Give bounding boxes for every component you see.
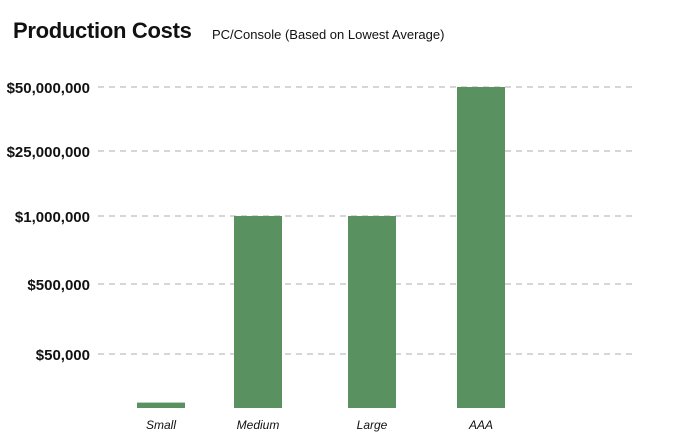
- bar-medium: [234, 216, 282, 408]
- bar-small: [137, 402, 185, 408]
- chart-subtitle: PC/Console (Based on Lowest Average): [212, 27, 445, 42]
- bar-aaa: [457, 87, 505, 408]
- y-tick-label: $25,000,000: [7, 144, 90, 161]
- chart-title: Production Costs: [13, 18, 192, 43]
- x-tick-label: Large: [357, 418, 388, 432]
- y-tick-label: $500,000: [27, 277, 90, 294]
- x-tick-label: Small: [146, 418, 176, 432]
- y-tick-label: $1,000,000: [15, 209, 90, 226]
- y-tick-label: $50,000: [36, 347, 90, 364]
- x-tick-label: Medium: [237, 418, 280, 432]
- bar-large: [348, 216, 396, 408]
- y-tick-label: $50,000,000: [7, 80, 90, 97]
- x-tick-label: AAA: [468, 418, 493, 432]
